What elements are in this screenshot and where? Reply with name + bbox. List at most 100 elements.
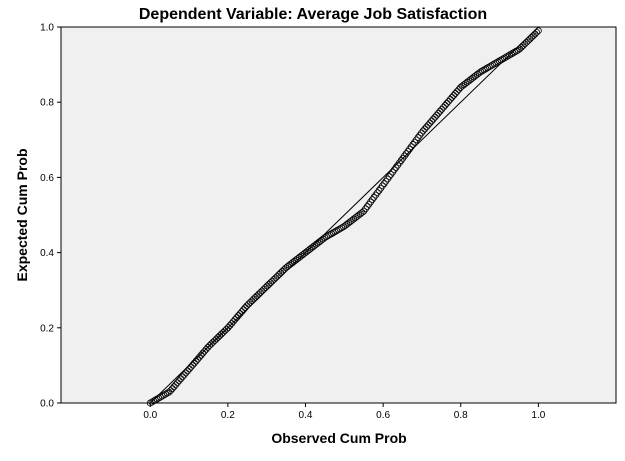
data-point	[390, 166, 398, 174]
data-point	[380, 180, 388, 187]
data-point	[401, 152, 408, 160]
data-point	[231, 316, 239, 323]
data-point	[407, 143, 415, 151]
data-point	[160, 391, 168, 399]
data-point	[229, 318, 237, 325]
y-tick-label: 0.6	[40, 173, 54, 184]
data-point	[334, 226, 342, 234]
data-point	[431, 113, 439, 121]
data-point	[428, 117, 436, 125]
data-point	[358, 209, 366, 216]
data-point	[173, 379, 181, 387]
x-axis: 0.0 0.2 0.4 0.6 0.8 1.0	[143, 403, 546, 421]
data-point	[421, 125, 429, 133]
data-point	[475, 69, 483, 77]
data-point	[511, 48, 519, 56]
data-point	[321, 234, 329, 242]
data-point	[150, 397, 158, 405]
data-point	[492, 59, 500, 67]
data-point	[187, 363, 195, 371]
data-point	[385, 173, 393, 181]
data-point	[228, 320, 236, 327]
data-point	[423, 123, 430, 131]
data-point	[499, 55, 507, 63]
data-point	[434, 109, 442, 117]
data-point	[502, 53, 510, 61]
data-point	[379, 182, 386, 190]
data-point	[477, 68, 485, 76]
data-point	[189, 361, 197, 369]
y-tick-label: 0.2	[40, 323, 54, 334]
data-point	[336, 225, 344, 233]
reference-line	[149, 26, 539, 404]
data-point	[418, 129, 425, 137]
data-point	[416, 131, 424, 139]
data-point	[412, 136, 420, 144]
data-point	[497, 56, 505, 64]
data-point	[504, 52, 512, 60]
plot-area	[60, 26, 617, 404]
x-tick-label: 0.8	[454, 410, 468, 421]
data-point	[196, 353, 203, 361]
data-point	[450, 92, 458, 99]
data-point	[484, 64, 491, 72]
data-point	[340, 223, 347, 231]
data-point	[534, 27, 542, 35]
data-point	[155, 394, 163, 402]
data-point	[163, 389, 171, 397]
data-point	[241, 304, 249, 312]
data-point	[234, 312, 242, 319]
data-point	[338, 224, 346, 232]
x-axis-label: Observed Cum Prob	[271, 430, 406, 446]
data-point	[170, 383, 178, 391]
data-point	[157, 393, 164, 401]
data-point	[446, 95, 454, 103]
y-axis-label: Expected Cum Prob	[14, 148, 30, 281]
data-point	[490, 60, 498, 68]
y-tick-label: 0.4	[40, 248, 54, 259]
data-point	[328, 230, 336, 238]
data-point	[494, 58, 502, 66]
data-point	[404, 147, 412, 155]
data-point	[411, 138, 419, 146]
data-point	[331, 228, 339, 236]
data-point	[151, 396, 159, 404]
data-points	[146, 27, 542, 407]
data-point	[201, 347, 208, 355]
data-point	[441, 101, 449, 109]
data-point	[394, 161, 402, 169]
data-point	[372, 191, 380, 199]
data-point	[168, 385, 176, 393]
data-point	[443, 99, 451, 107]
data-point	[455, 86, 463, 93]
data-point	[158, 392, 166, 400]
data-point	[165, 388, 173, 396]
data-point	[236, 310, 244, 318]
data-point	[448, 94, 456, 101]
data-point	[319, 235, 327, 243]
data-point	[190, 359, 198, 367]
data-point	[402, 150, 410, 158]
y-tick-label: 1.0	[40, 23, 54, 34]
data-point	[506, 51, 513, 59]
data-point	[507, 50, 515, 58]
data-point	[495, 57, 503, 65]
y-axis: 0.0 0.2 0.4 0.6 0.8 1.0	[40, 23, 61, 410]
data-point	[426, 119, 434, 127]
data-point	[180, 371, 188, 379]
data-point	[375, 187, 383, 194]
x-tick-label: 0.0	[143, 410, 157, 421]
data-point	[392, 164, 400, 171]
data-point	[473, 70, 481, 78]
data-point	[185, 365, 193, 373]
data-point	[197, 351, 205, 359]
data-point	[485, 63, 493, 71]
data-point	[395, 159, 403, 167]
data-point	[226, 322, 234, 329]
x-tick-label: 1.0	[531, 410, 545, 421]
data-point	[429, 115, 437, 123]
data-point	[409, 141, 417, 148]
data-point	[202, 345, 210, 353]
data-point	[487, 62, 495, 70]
data-point	[419, 127, 427, 135]
